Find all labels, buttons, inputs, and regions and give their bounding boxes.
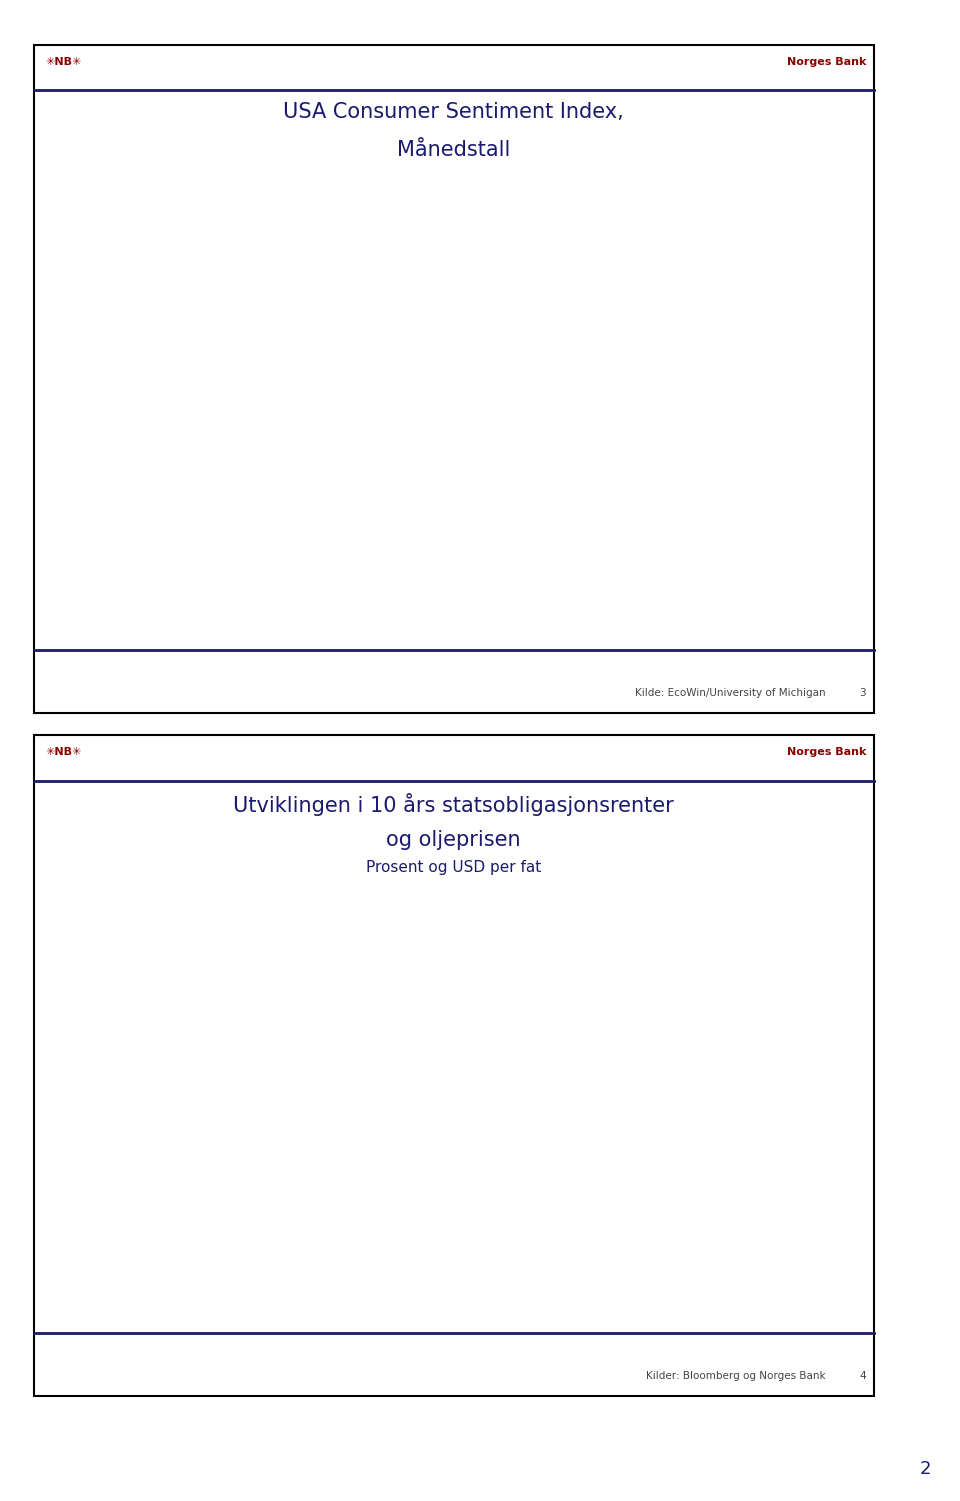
Text: 2: 2 [920,1460,931,1478]
Text: Kilder: Bloomberg og Norges Bank: Kilder: Bloomberg og Norges Bank [646,1370,826,1381]
Text: Norges Bank: Norges Bank [786,57,866,68]
Text: ✳NB✳: ✳NB✳ [45,57,82,68]
Text: Mid-month
16/9: Mid-month 16/9 [671,488,789,537]
Text: USA Consumer Sentiment Index,: USA Consumer Sentiment Index, [283,102,624,122]
Text: Prosent og USD per fat: Prosent og USD per fat [366,860,541,875]
Text: 3: 3 [859,687,866,698]
Text: Kilde: EcoWin/University of Michigan: Kilde: EcoWin/University of Michigan [635,687,826,698]
Text: USA: USA [654,1094,680,1108]
Text: Utviklingen i 10 års statsobligasjonsrenter: Utviklingen i 10 års statsobligasjonsren… [233,793,674,815]
Text: Månedstall: Månedstall [396,140,511,159]
Text: Norge: Norge [633,1192,670,1205]
Text: Tyskland: Tyskland [590,1252,644,1265]
Text: Norges Bank: Norges Bank [786,747,866,758]
Text: ✳NB✳: ✳NB✳ [45,747,82,758]
Text: Oljepris,
høyre akse: Oljepris, høyre akse [573,971,642,1000]
Text: og oljeprisen: og oljeprisen [386,830,521,850]
Text: 4: 4 [859,1370,866,1381]
